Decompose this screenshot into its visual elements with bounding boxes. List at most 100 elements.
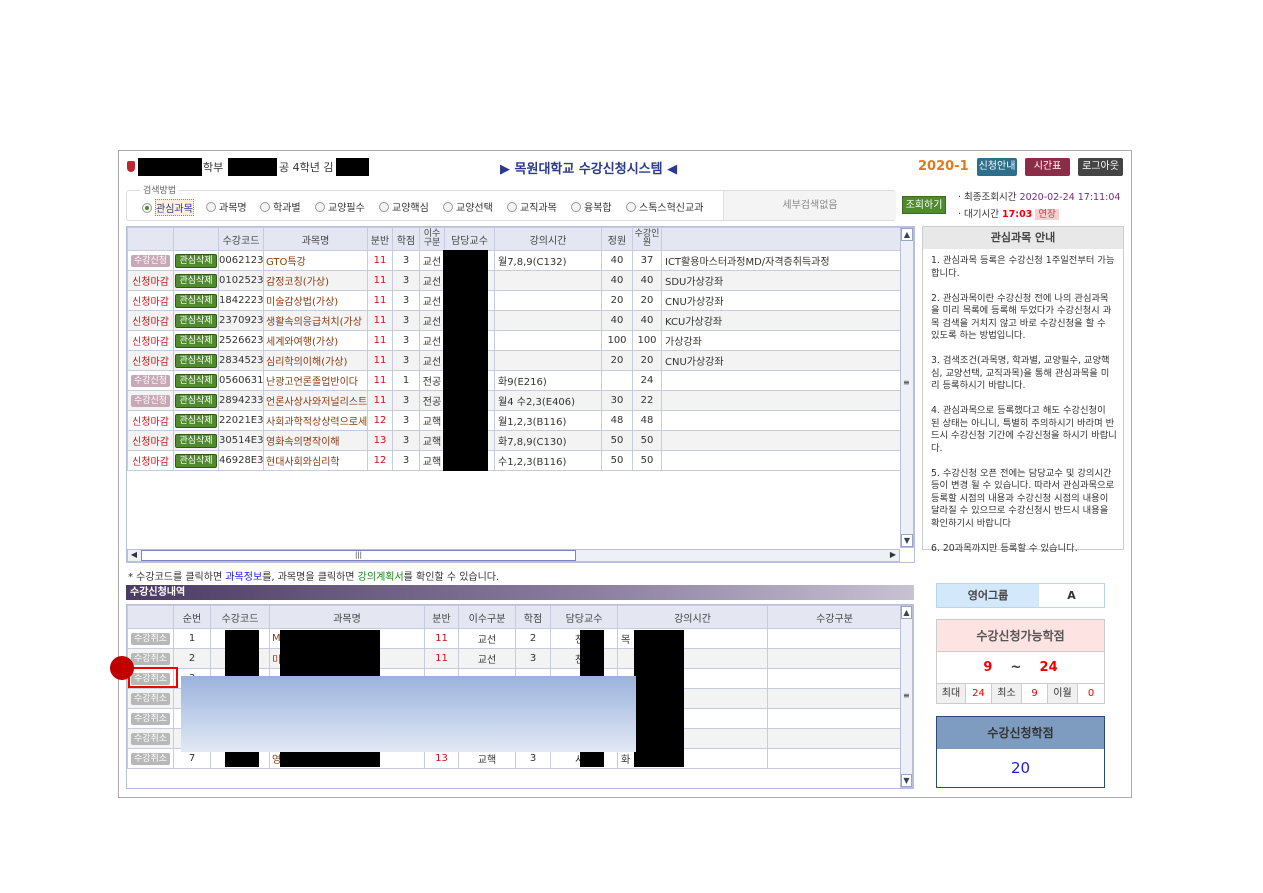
timetable-button[interactable]: 시간표 <box>1025 158 1070 176</box>
cell: 50 <box>601 430 633 451</box>
cell: 신청마감 <box>127 310 174 331</box>
course-code[interactable]: 22021E3 <box>218 410 264 431</box>
search-option-label: 과목명 <box>219 203 247 214</box>
cell: 12 <box>367 410 393 431</box>
course-name[interactable]: 심리학의이해(가상) <box>263 350 368 371</box>
course-name[interactable]: 감정코칭(가상) <box>263 270 368 291</box>
cancel-enroll-button[interactable]: 수강취소 <box>130 712 171 725</box>
apply-button[interactable]: 수강신청 <box>130 254 171 267</box>
cell: 1 <box>173 628 211 649</box>
remove-interest-button[interactable]: 관심삭제 <box>175 413 217 428</box>
course-name[interactable]: 생활속의응급처치(가상 <box>263 310 368 331</box>
course-name[interactable]: 난광고언론졸업반이다 <box>263 370 368 391</box>
guide-title: 관심과목 안내 <box>923 227 1123 249</box>
guide-item: 3. 검색조건(과목명, 학과별, 교양필수, 교양핵심, 교양선택, 교직과목… <box>931 355 1110 391</box>
interest-vscrollbar[interactable]: ▲ ≡ ▼ <box>900 227 914 548</box>
remove-interest-button[interactable]: 관심삭제 <box>175 433 217 448</box>
scroll-thumb[interactable]: ≡ <box>903 378 910 387</box>
radio-icon[interactable] <box>142 202 152 213</box>
course-code[interactable]: 46928E3 <box>218 450 264 471</box>
course-code[interactable]: 0062123 <box>218 250 264 271</box>
cancel-enroll-button[interactable]: 수강취소 <box>130 632 171 645</box>
cell <box>661 410 902 431</box>
syllabus-link[interactable]: 강의계획서 <box>357 572 404 583</box>
search-option-7[interactable]: 융복합 <box>571 199 612 214</box>
cell: 11 <box>424 628 459 649</box>
search-button[interactable]: 조회하기 <box>902 196 946 214</box>
course-code[interactable]: 2370923 <box>218 310 264 331</box>
scroll-right-icon[interactable]: ▶ <box>889 550 897 559</box>
course-code[interactable]: 2894233 <box>218 390 264 411</box>
radio-icon[interactable] <box>626 201 636 212</box>
cell <box>494 270 602 291</box>
cancel-enroll-button[interactable]: 수강취소 <box>130 732 171 745</box>
search-option-4[interactable]: 교양핵심 <box>379 199 429 214</box>
search-option-1[interactable]: 과목명 <box>206 199 247 214</box>
course-code[interactable]: 1842223 <box>218 290 264 311</box>
remove-interest-button[interactable]: 관심삭제 <box>175 313 217 328</box>
course-code[interactable]: 2526623 <box>218 330 264 351</box>
search-option-0[interactable]: 관심과목 <box>142 199 194 216</box>
hscroll-thumb[interactable]: ||| <box>141 550 576 561</box>
scroll-down-icon[interactable]: ▼ <box>901 534 913 547</box>
radio-icon[interactable] <box>507 201 517 212</box>
cell: 24 <box>632 370 662 391</box>
search-option-6[interactable]: 교직과목 <box>507 199 557 214</box>
cell: 관심삭제 <box>173 390 219 411</box>
cancel-enroll-button[interactable]: 수강취소 <box>130 692 171 705</box>
course-name[interactable]: 현대사회와심리학 <box>263 450 368 471</box>
extend-button[interactable]: 연장 <box>1035 209 1059 220</box>
cell: 11 <box>367 370 393 391</box>
remove-interest-button[interactable]: 관심삭제 <box>175 353 217 368</box>
interest-hscrollbar[interactable]: ◀ ||| ▶ <box>127 549 900 562</box>
remove-interest-button[interactable]: 관심삭제 <box>175 453 217 468</box>
course-code[interactable]: 30514E3 <box>218 430 264 451</box>
course-name[interactable]: 영화속의명작이해 <box>263 430 368 451</box>
search-option-label: 학과별 <box>273 203 301 214</box>
search-option-8[interactable]: 스톡스혁신교과 <box>626 199 703 214</box>
remove-interest-button[interactable]: 관심삭제 <box>175 373 217 388</box>
cancel-enroll-button[interactable]: 수강취소 <box>130 652 171 665</box>
remove-interest-button[interactable]: 관심삭제 <box>175 393 217 408</box>
search-option-2[interactable]: 학과별 <box>260 199 301 214</box>
column-header <box>127 605 174 629</box>
course-code[interactable]: 2834523 <box>218 350 264 371</box>
search-option-5[interactable]: 교양선택 <box>443 199 493 214</box>
radio-icon[interactable] <box>443 201 453 212</box>
radio-icon[interactable] <box>379 201 389 212</box>
cancel-enroll-button[interactable]: 수강취소 <box>130 672 171 685</box>
guide-button[interactable]: 신청안내 <box>977 158 1017 176</box>
scroll-down-icon[interactable]: ▼ <box>901 774 912 787</box>
apply-button[interactable]: 수강신청 <box>130 394 171 407</box>
column-header: 정원 <box>601 227 633 251</box>
cancel-enroll-button[interactable]: 수강취소 <box>130 752 171 765</box>
logout-button[interactable]: 로그아웃 <box>1078 158 1123 176</box>
search-option-3[interactable]: 교양필수 <box>315 199 365 214</box>
cell: 50 <box>632 450 662 471</box>
course-info-link[interactable]: 과목정보 <box>225 572 263 583</box>
scroll-thumb[interactable]: ≡ <box>903 691 910 700</box>
cell: 11 <box>367 250 393 271</box>
scroll-up-icon[interactable]: ▲ <box>901 606 912 619</box>
apply-button[interactable]: 수강신청 <box>130 374 171 387</box>
status-closed: 신청마감 <box>132 337 169 348</box>
radio-icon[interactable] <box>571 201 581 212</box>
remove-interest-button[interactable]: 관심삭제 <box>175 253 217 268</box>
scroll-up-icon[interactable]: ▲ <box>901 228 913 241</box>
radio-icon[interactable] <box>260 201 270 212</box>
course-name[interactable]: GTO특강 <box>263 250 368 271</box>
cell: 수강취소 <box>127 628 174 649</box>
enrolled-vscrollbar[interactable]: ▲ ≡ ▼ <box>900 605 913 788</box>
course-code[interactable]: 0102523 <box>218 270 264 291</box>
remove-interest-button[interactable]: 관심삭제 <box>175 333 217 348</box>
remove-interest-button[interactable]: 관심삭제 <box>175 273 217 288</box>
course-name[interactable]: 세계와여행(가상) <box>263 330 368 351</box>
scroll-left-icon[interactable]: ◀ <box>130 550 138 559</box>
radio-icon[interactable] <box>315 201 325 212</box>
radio-icon[interactable] <box>206 201 216 212</box>
course-name[interactable]: 언론사상사와저널리스트 <box>263 390 368 411</box>
remove-interest-button[interactable]: 관심삭제 <box>175 293 217 308</box>
course-name[interactable]: 사회과학적상상력으로세 <box>263 410 368 431</box>
course-name[interactable]: 미술감상법(가상) <box>263 290 368 311</box>
course-code[interactable]: 0560631 <box>218 370 264 391</box>
